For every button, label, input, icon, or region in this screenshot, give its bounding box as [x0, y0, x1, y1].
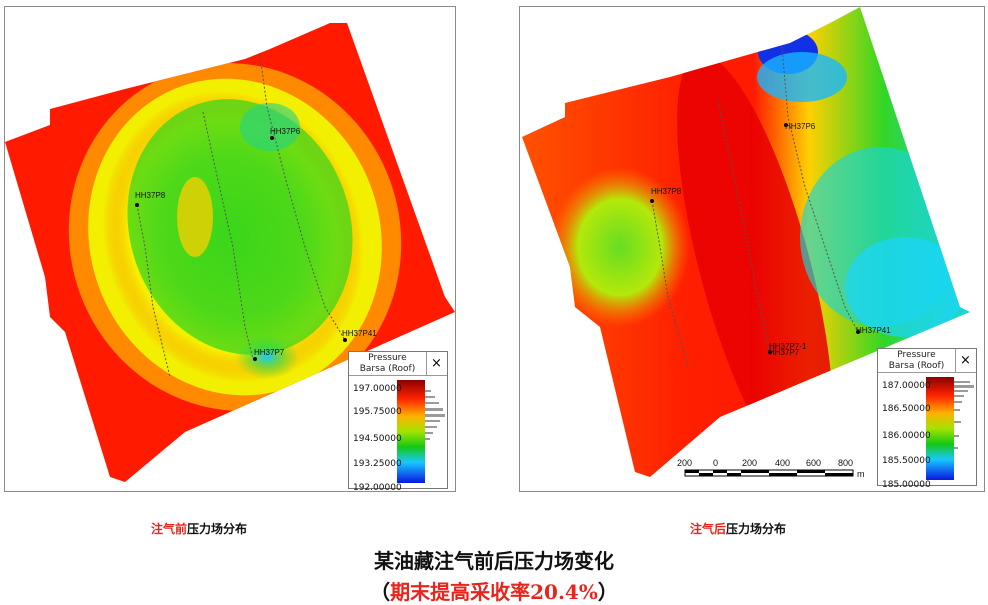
- legend-tick: 185.00000: [882, 480, 931, 490]
- well-label-p7: HH37P7: [769, 348, 800, 357]
- scale-tick: 800: [838, 458, 853, 468]
- legend-colorbar: [397, 380, 425, 483]
- pressure-map-after: HH37P8 HH37P6 HH37P41 HH37P7-1 HH37P7 20…: [519, 6, 985, 492]
- legend-title: Pressure Barsa (Roof): [878, 349, 956, 373]
- legend-tick: 195.75000: [353, 407, 402, 417]
- pressure-legend-after: Pressure Barsa (Roof) × 187.00000 186.50…: [877, 348, 977, 490]
- legend-tick: 186.00000: [882, 431, 931, 441]
- legend-tick: 192.00000: [353, 483, 402, 492]
- pressure-field-before: HH37P8 HH37P6 HH37P41 HH37P7: [5, 23, 455, 482]
- well-marker: [270, 136, 274, 140]
- page-title: 某油藏注气前后压力场变化: [374, 549, 614, 573]
- well-label-p6: HH37P6: [270, 127, 301, 136]
- well-marker: [856, 330, 860, 334]
- well-marker: [768, 350, 772, 354]
- well-marker: [253, 357, 257, 361]
- scale-tick: 200: [742, 458, 757, 468]
- legend-tick: 185.50000: [882, 456, 931, 466]
- well-label-p7: HH37P7: [254, 348, 285, 357]
- legend-tick: 194.50000: [353, 434, 402, 444]
- legend-histogram: [425, 390, 445, 440]
- scale-tick: 600: [806, 458, 821, 468]
- well-label-p8: HH37P8: [135, 191, 166, 200]
- well-marker: [784, 123, 788, 127]
- page-subtitle: （期末提高采收率20.4%）: [370, 580, 618, 604]
- legend-tick: 193.25000: [353, 459, 402, 469]
- pressure-legend-before: Pressure Barsa (Roof) × 197.00000 195.75…: [348, 351, 448, 492]
- scale-tick: 200: [677, 458, 692, 468]
- legend-title: Pressure Barsa (Roof): [349, 352, 427, 376]
- legend-tick: 187.00000: [882, 381, 931, 391]
- well-label-p6: HH37P6: [785, 122, 816, 131]
- legend-tick: 186.50000: [882, 404, 931, 414]
- legend-tick: 197.00000: [353, 384, 402, 394]
- caption-before: 注气前压力场分布: [151, 522, 248, 536]
- well-label-p41: HH37P41: [342, 329, 377, 338]
- legend-close-button[interactable]: ×: [955, 349, 976, 373]
- well-marker: [343, 338, 347, 342]
- legend-histogram: [954, 381, 974, 449]
- pressure-map-before: HH37P8 HH37P6 HH37P41 HH37P7 Pressure Ba…: [4, 6, 456, 492]
- legend-close-button[interactable]: ×: [426, 352, 447, 376]
- well-marker: [135, 203, 139, 207]
- caption-after: 注气后压力场分布: [690, 522, 787, 536]
- well-marker: [650, 199, 654, 203]
- well-trajectories: [651, 46, 859, 368]
- well-label-p8: HH37P8: [651, 187, 682, 196]
- well-trajectories: [136, 54, 346, 378]
- well-label-p7-1: HH37P7-1: [769, 342, 807, 351]
- scale-tick: 400: [775, 458, 790, 468]
- scale-bar: 200 0 200 400 600 800 m: [677, 458, 865, 479]
- pressure-field-after: HH37P8 HH37P6 HH37P41 HH37P7-1 HH37P7 20…: [522, 7, 970, 479]
- scale-tick: 0: [713, 458, 718, 468]
- legend-colorbar: [926, 377, 954, 480]
- well-label-p41: HH37P41: [856, 326, 891, 335]
- scale-unit: m: [857, 469, 865, 479]
